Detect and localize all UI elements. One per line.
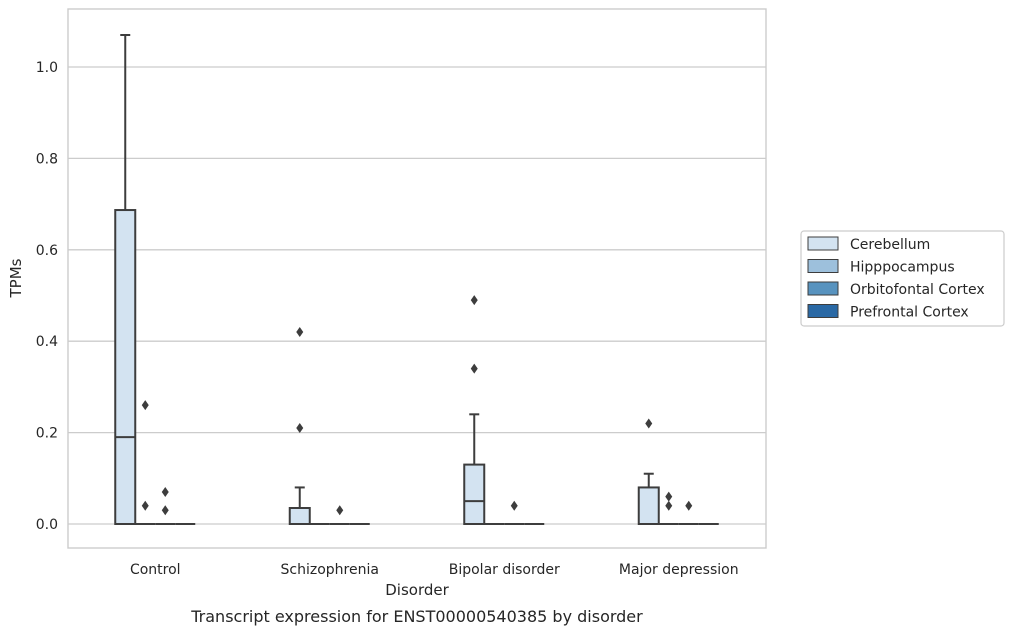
legend-swatch (807, 259, 839, 273)
legend: Cerebellum Hipppocampus Orbitofontal Corte… (800, 230, 1005, 327)
legend-label: Prefrontal Cortex (850, 305, 969, 321)
outlier-point (296, 327, 304, 338)
box-orbitofontal-cortex (678, 500, 699, 525)
outlier-point (685, 500, 693, 511)
legend-label: Cerebellum (850, 237, 930, 253)
box-hipppocampus (658, 491, 679, 525)
gridlines (68, 66, 766, 525)
y-tick-label: 0.4 (36, 334, 58, 350)
box-layer (114, 34, 719, 526)
y-axis-label: TPMs (7, 258, 25, 298)
box-body (114, 209, 137, 526)
outlier-point (336, 505, 344, 516)
box-orbitofontal-cortex (155, 487, 176, 525)
chart-caption: Transcript expression for ENST0000054038… (190, 607, 643, 626)
legend-swatch (807, 281, 839, 296)
x-axis-label: Disorder (385, 581, 449, 599)
outlier-point (470, 363, 478, 374)
box-orbitofontal-cortex (504, 500, 525, 525)
y-tick-label: 0.6 (36, 243, 58, 259)
outlier-point (141, 400, 149, 411)
outlier-point (665, 500, 673, 511)
y-tick-labels: 0.0 0.2 0.4 0.6 0.8 1.0 (36, 60, 58, 533)
outlier-point (296, 423, 304, 434)
plot-frame (67, 8, 767, 549)
outlier-point (665, 491, 673, 502)
legend-swatch (807, 236, 839, 251)
y-tick-label: 0.0 (36, 517, 58, 533)
legend-swatch (807, 304, 839, 318)
outlier-point (470, 295, 478, 306)
outlier-point (510, 500, 518, 511)
x-tick-label: Major depression (619, 562, 739, 578)
outlier-point (141, 500, 149, 511)
box-body (463, 463, 486, 525)
box-orbitofontal-cortex (329, 505, 350, 525)
x-tick-label: Schizophrenia (281, 562, 379, 578)
box-body (288, 507, 311, 526)
x-tick-label: Control (130, 562, 181, 578)
y-tick-label: 0.2 (36, 426, 58, 442)
box-cerebellum (637, 418, 660, 526)
x-tick-labels: Control Schizophrenia Bipolar disorder Majo… (130, 562, 739, 578)
outlier-point (161, 505, 169, 516)
legend-label: Orbitofontal Cortex (850, 282, 985, 298)
legend-frame (800, 230, 1005, 327)
legend-label: Hipppocampus (850, 260, 955, 276)
outlier-point (161, 487, 169, 498)
box-cerebellum (463, 295, 486, 525)
x-tick-label: Bipolar disorder (449, 562, 560, 578)
y-tick-label: 0.8 (36, 151, 58, 167)
box-hipppocampus (135, 400, 156, 525)
box-cerebellum (288, 327, 311, 526)
outlier-point (645, 418, 653, 429)
y-tick-label: 1.0 (36, 60, 58, 76)
box-cerebellum (114, 34, 137, 526)
box-body (637, 486, 660, 526)
